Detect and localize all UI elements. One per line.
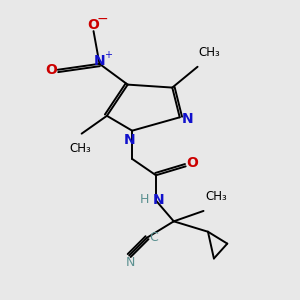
- Text: H: H: [140, 193, 149, 206]
- Text: O: O: [87, 18, 99, 32]
- Text: O: O: [45, 63, 57, 77]
- Text: N: N: [153, 193, 165, 207]
- Text: CH₃: CH₃: [198, 46, 220, 59]
- Text: CH₃: CH₃: [69, 142, 91, 155]
- Text: +: +: [104, 50, 112, 61]
- Text: O: O: [186, 156, 198, 170]
- Text: N: N: [182, 112, 194, 126]
- Text: CH₃: CH₃: [205, 190, 227, 203]
- Text: N: N: [126, 256, 135, 268]
- Text: C: C: [149, 231, 158, 244]
- Text: N: N: [124, 133, 136, 147]
- Text: N: N: [94, 54, 105, 68]
- Text: −: −: [97, 12, 108, 26]
